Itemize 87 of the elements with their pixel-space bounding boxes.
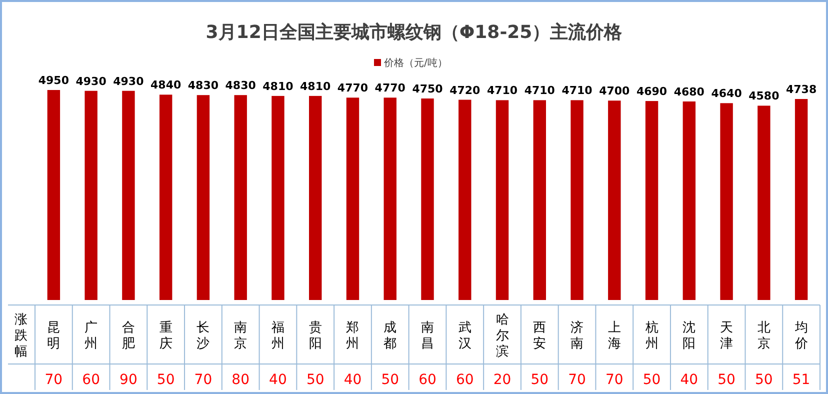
- data-label: 40: [680, 372, 698, 388]
- data-label: 4830: [225, 79, 256, 92]
- x-tick-label: 贵阳: [308, 320, 322, 352]
- data-label: 20: [493, 372, 512, 388]
- x-tick-label: 天津: [720, 320, 734, 352]
- data-label: 60: [418, 372, 436, 388]
- data-label: 4690: [636, 85, 668, 98]
- bar: [272, 96, 284, 300]
- x-tick-label: 哈尔滨: [496, 312, 509, 360]
- data-label: 70: [568, 372, 586, 388]
- data-label: 4830: [188, 79, 219, 92]
- text: 涨跌幅: [14, 312, 28, 360]
- data-label: 50: [156, 372, 175, 388]
- x-tick-label: 郑州: [346, 320, 360, 352]
- data-label: 70: [605, 372, 624, 388]
- bar: [309, 96, 322, 300]
- bar: [458, 100, 472, 300]
- bar: [533, 100, 546, 300]
- data-label: 4640: [711, 87, 742, 100]
- x-tick-label: 昆明: [47, 320, 60, 352]
- data-label: 4700: [599, 84, 630, 98]
- x-tick-label: 北京: [757, 320, 770, 352]
- data-label: 50: [642, 372, 661, 388]
- x-tick-label: 济南: [570, 320, 584, 352]
- x-tick-label: 广州: [84, 320, 98, 352]
- data-label: 50: [306, 372, 324, 388]
- x-tick-label: 福州: [271, 320, 284, 352]
- data-label: 4710: [562, 84, 593, 98]
- data-label: 40: [269, 372, 287, 388]
- data-label: 4930: [113, 74, 144, 88]
- data-label: 70: [44, 372, 63, 388]
- bar: [84, 90, 98, 300]
- data-label: 70: [194, 372, 212, 388]
- bar: [720, 103, 733, 300]
- bar: [159, 94, 172, 300]
- data-label: 60: [456, 372, 474, 388]
- data-label: 4710: [524, 84, 556, 98]
- data-label: 4770: [374, 82, 406, 95]
- bar: [645, 101, 658, 300]
- data-label: 50: [755, 372, 773, 388]
- data-label: 50: [381, 372, 400, 388]
- bar: [384, 98, 396, 300]
- data-label: 4930: [76, 74, 107, 88]
- x-tick-label: 杭州: [644, 320, 658, 352]
- data-label: 4580: [748, 90, 780, 103]
- data-label: 4738: [786, 82, 817, 96]
- bar: [196, 95, 210, 300]
- data-label: 80: [232, 372, 250, 388]
- x-tick-label: 上海: [608, 320, 621, 352]
- x-tick-label: 武汉: [458, 320, 472, 352]
- x-tick-label: 沈阳: [682, 320, 696, 352]
- data-label: 4810: [300, 80, 332, 93]
- bar: [794, 98, 808, 300]
- bar: [122, 90, 135, 300]
- bar: [682, 101, 696, 300]
- chart-title: 3月12日全国主要城市螺纹钢（Φ18-25）主流价格: [206, 22, 624, 43]
- bar: [234, 95, 247, 300]
- data-label: 4770: [337, 82, 368, 95]
- legend-label: 价格（元/吨）: [383, 57, 448, 69]
- bar: [570, 100, 584, 300]
- data-label: 4720: [450, 84, 481, 97]
- data-label: 4840: [150, 78, 182, 92]
- data-label: 4710: [486, 84, 518, 98]
- x-tick-label: 均价: [794, 320, 808, 352]
- data-label: 51: [792, 372, 810, 388]
- x-tick-label: 长沙: [196, 320, 210, 352]
- x-tick-label: 合肥: [122, 320, 135, 352]
- data-label: 50: [530, 372, 549, 388]
- x-tick-label: 重庆: [159, 320, 172, 352]
- data-label: 90: [120, 372, 138, 388]
- x-tick-label: 南京: [234, 320, 248, 352]
- data-label: 50: [718, 372, 736, 388]
- bar: [608, 100, 621, 300]
- bar: [421, 98, 434, 300]
- bar: [758, 106, 770, 300]
- bar: [346, 98, 360, 300]
- data-label: 4810: [262, 80, 294, 93]
- bar: [47, 90, 60, 300]
- data-label: 4950: [38, 74, 70, 87]
- x-tick-label: 成都: [384, 320, 397, 352]
- data-label: 4750: [412, 82, 444, 96]
- x-tick-label: 南昌: [421, 320, 434, 352]
- data-label: 4680: [674, 85, 705, 98]
- x-tick-label: 西安: [533, 320, 546, 352]
- data-label: 40: [344, 372, 362, 388]
- bar: [496, 100, 509, 300]
- data-label: 60: [82, 372, 100, 388]
